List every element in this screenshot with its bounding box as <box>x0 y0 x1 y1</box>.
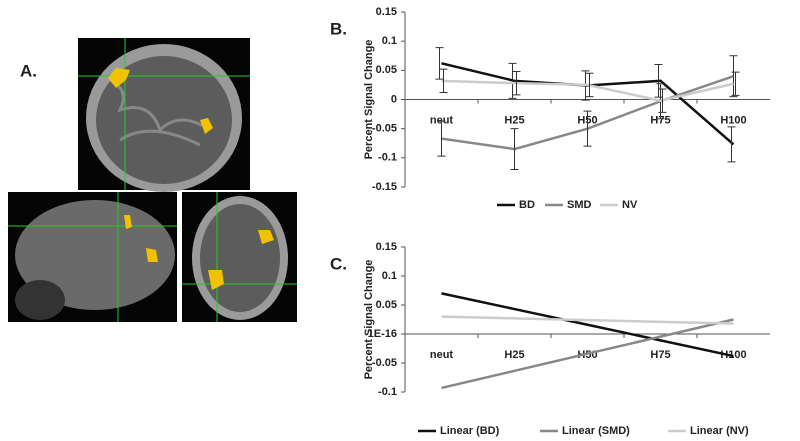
y-tick-label: -0.1 <box>378 152 397 164</box>
y-tick-label: 1E-16 <box>368 328 397 340</box>
y-tick-label: 0.15 <box>376 241 397 253</box>
y-tick-label: 0.1 <box>382 35 397 47</box>
error-bar <box>437 120 446 157</box>
y-tick-label: 0.05 <box>376 64 397 76</box>
error-bar <box>658 88 667 113</box>
error-bar <box>435 47 444 80</box>
legend-label: Linear (SMD) <box>562 425 630 437</box>
legend-label: SMD <box>567 199 592 211</box>
error-bar <box>439 68 448 93</box>
error-bar <box>583 110 592 147</box>
panel-label: A. <box>20 61 37 80</box>
activation <box>108 68 130 88</box>
y-tick-label: -0.1 <box>378 386 397 398</box>
y-axis-label: Percent Signal Change <box>363 40 375 160</box>
brain <box>200 204 280 312</box>
series-line <box>441 292 734 358</box>
y-tick-label: 0.15 <box>376 6 397 18</box>
series-line <box>441 318 734 390</box>
brain <box>96 56 232 184</box>
error-bar <box>654 64 663 98</box>
series-line <box>441 79 734 102</box>
error-bar <box>512 71 521 96</box>
error-bar <box>510 128 519 170</box>
y-tick-label: -0.15 <box>372 181 397 193</box>
brain-images <box>8 38 297 322</box>
activation <box>124 215 158 262</box>
y-tick-label: -0.05 <box>372 357 397 369</box>
series-line <box>441 315 734 325</box>
activation <box>200 118 213 134</box>
x-tick-label: H25 <box>504 349 524 361</box>
error-bar <box>585 72 594 98</box>
error-bar <box>508 62 517 99</box>
x-tick-label: neut <box>430 349 454 361</box>
y-axis-label: Percent Signal Change <box>363 260 375 380</box>
skull-base <box>15 280 65 320</box>
x-tick-label: H100 <box>720 114 746 126</box>
x-tick-label: H75 <box>650 349 670 361</box>
error-bar <box>727 126 736 163</box>
activation <box>208 230 274 290</box>
legend-label: Linear (NV) <box>690 425 749 437</box>
error-bar <box>731 71 740 96</box>
brain <box>15 200 175 310</box>
gyri <box>109 78 211 147</box>
panel-label: C. <box>330 254 347 273</box>
legend-label: Linear (BD) <box>440 425 500 437</box>
error-bar <box>729 55 738 98</box>
legend-label: BD <box>519 199 535 211</box>
y-tick-label: 0 <box>391 93 397 105</box>
legend-label: NV <box>622 199 638 211</box>
y-tick-label: 0.1 <box>382 270 397 282</box>
y-tick-label: -0.05 <box>372 123 397 135</box>
y-tick-label: 0.05 <box>376 299 397 311</box>
panel-label: B. <box>330 19 347 38</box>
x-tick-label: neut <box>430 114 454 126</box>
x-tick-label: H75 <box>650 114 670 126</box>
x-tick-label: H25 <box>504 114 524 126</box>
